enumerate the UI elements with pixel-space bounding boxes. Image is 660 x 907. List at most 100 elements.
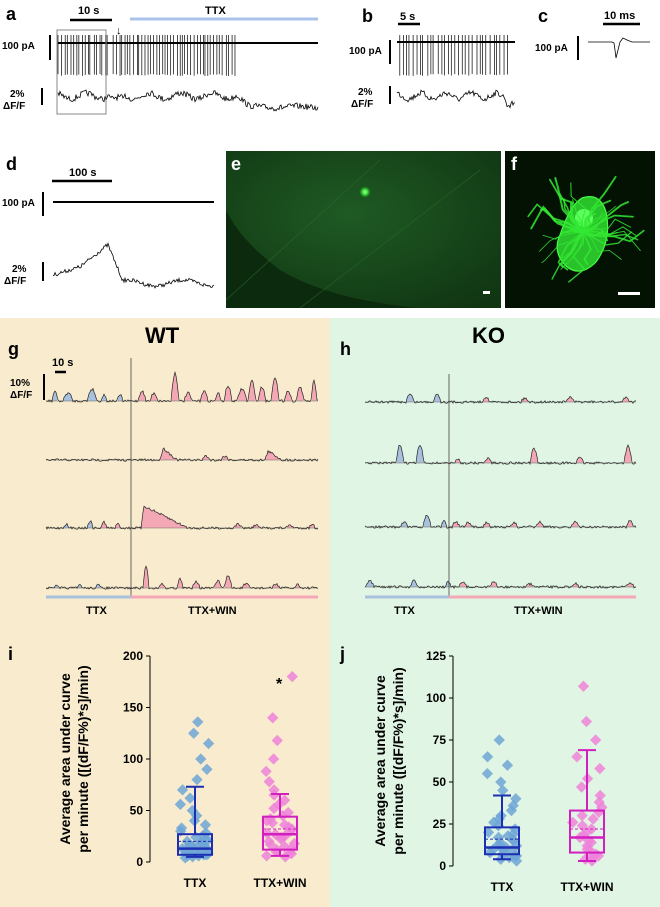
fluorescence-trace [396,89,516,109]
data-point [571,751,583,763]
panel-letter-a: a [6,4,17,24]
significance-star: * [276,676,283,693]
data-point [174,798,186,810]
arrow-icon: ↓ [116,25,122,37]
data-point [201,763,213,775]
calcium-event [101,506,187,530]
panel-letter-i: i [8,644,13,664]
box [177,833,213,856]
category-label: TTX [184,876,207,890]
calcium-event [273,583,279,588]
panel-letter-b: b [362,6,373,26]
panel-letter-e: e [231,154,241,174]
calcium-event [222,456,228,460]
y-tick-label: 200 [123,649,143,663]
calcium-event [296,583,300,588]
current-scale-label: 100 pA [349,46,382,57]
box [569,809,605,854]
category-label: TTX [491,880,514,894]
panel-letter-c: c [538,6,548,26]
panel-a: 10 s TTX ↓ 100 pA 2% ΔF/F [2,5,319,115]
data-point [282,806,294,819]
data-point [481,751,494,763]
calcium-event [483,397,489,402]
data-point [195,753,207,765]
data-point [192,716,204,728]
category-label: TTX+WIN [254,876,307,890]
data-point [481,767,493,780]
calcium-event [150,448,176,461]
data-point [271,734,283,747]
data-point [202,737,215,750]
ko-ttx-label: TTX [394,605,415,617]
data-point [260,850,273,862]
y-tick-label: 150 [123,701,143,715]
data-point [181,835,193,848]
spike-train [399,35,508,76]
calcium-event [465,522,471,527]
data-point [594,762,606,775]
calcium-event [485,457,491,463]
time-scale-label: 100 s [69,167,97,179]
dff-scale-label-2: ΔF/F [4,276,26,287]
box [484,826,520,856]
time-scale-label: 5 s [400,11,415,23]
calcium-event [522,397,528,402]
data-point [191,773,203,786]
wt-win-label: TTX+WIN [188,605,237,617]
calcium-trace [45,505,319,531]
panel-letter-d: d [6,154,17,174]
calcium-event [511,521,517,527]
y-tick-label: 0 [136,855,143,869]
data-point [580,715,593,728]
data-point [188,727,200,739]
ko-win-label: TTX+WIN [514,605,563,617]
panel-letter-j: j [339,644,345,664]
data-point [510,793,522,805]
ko-calcium-traces [364,393,637,590]
calcium-event [401,521,407,527]
calcium-event [193,580,199,588]
calcium-event [572,582,578,587]
time-scale-label: 10 s [52,357,73,369]
category-label: TTX+WIN [561,880,614,894]
calcium-event [201,390,207,401]
data-point [279,819,291,831]
data-point [587,813,599,825]
current-scale-label: 100 pA [2,41,35,52]
data-point [278,794,291,806]
data-point [495,776,507,788]
panel-b: 5 s 100 pA 2% ΔF/F [349,11,516,110]
data-point [176,784,189,796]
time-scale-label: 10 s [78,5,99,17]
data-point [509,823,521,835]
calcium-trace [364,444,637,466]
calcium-trace [45,447,319,462]
calcium-event [407,394,413,402]
data-point [590,734,602,746]
current-scale-label: 100 pA [2,198,35,209]
wt-title: WT [145,323,180,348]
calcium-event [484,521,490,527]
data-point [492,831,505,844]
y-tick-label: 75 [433,733,447,747]
dff-scale-label-2: ΔF/F [351,99,373,110]
dff-scale-label-1: 2% [10,89,25,100]
calcium-event [627,582,633,587]
current-scale-label: 100 pA [535,43,568,54]
data-point [577,680,590,692]
calcium-event [310,524,314,528]
y-tick-label: 125 [426,649,446,663]
calcium-event [225,386,231,401]
data-point [263,835,275,848]
y-tick-label: 50 [130,804,144,818]
data-point [575,781,588,793]
calcium-event [255,450,281,462]
fluorescence-trace [57,89,319,112]
calcium-event [537,521,543,527]
data-point [593,796,605,808]
y-tick-label: 25 [433,817,447,831]
y-axis-label: Average area under curve per minute ([(dF… [57,665,91,852]
panel-letter-f: f [511,154,518,174]
